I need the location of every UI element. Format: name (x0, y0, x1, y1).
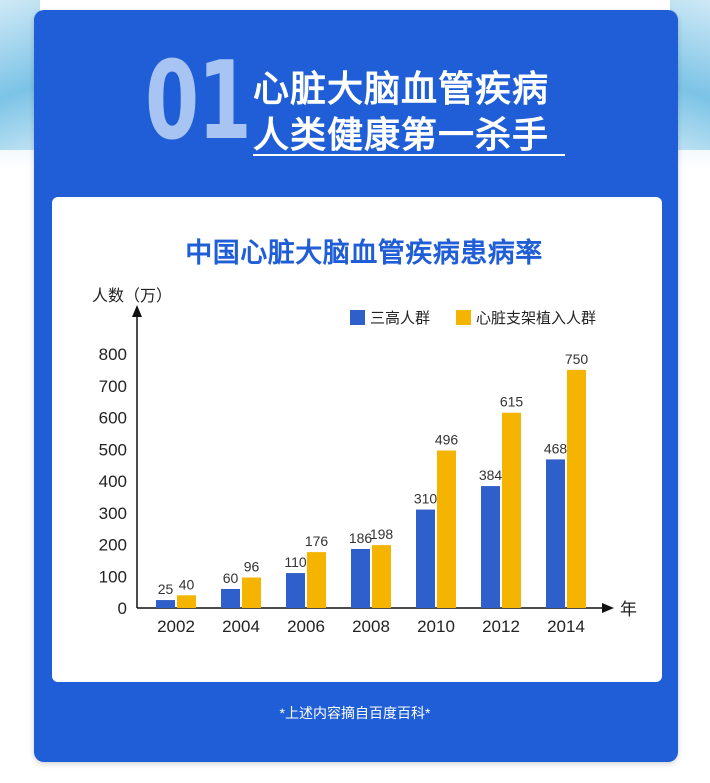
x-tick-label: 2006 (287, 617, 325, 636)
data-label-series-2: 40 (179, 576, 195, 592)
headline-line-2: 人类健康第一杀手 (253, 114, 550, 155)
bar-series-1 (156, 600, 175, 608)
bar-series-1 (416, 509, 435, 608)
section-number: 01 (145, 39, 252, 164)
headline-underline (253, 154, 565, 156)
bar-series-2 (177, 595, 196, 608)
bar-series-2 (502, 412, 521, 608)
x-tick-label: 2014 (547, 617, 585, 636)
y-tick-label: 700 (99, 377, 127, 396)
bar-series-2 (307, 552, 326, 608)
data-label-series-2: 96 (244, 559, 260, 575)
y-tick-label: 300 (99, 504, 127, 523)
bar-series-2 (242, 577, 261, 608)
y-tick-label: 0 (118, 599, 127, 618)
x-tick-label: 2004 (222, 617, 260, 636)
background-sky-left (0, 0, 40, 150)
x-tick-label: 2008 (352, 617, 390, 636)
source-footnote: *上述内容摘自百度百科* (279, 705, 431, 721)
data-label-series-1: 384 (479, 467, 503, 483)
data-label-series-1: 60 (223, 570, 239, 586)
data-label-series-1: 310 (414, 491, 438, 507)
x-axis-arrow-icon (602, 603, 614, 613)
x-tick-label: 2012 (482, 617, 520, 636)
data-label-series-2: 615 (500, 394, 524, 410)
data-label-series-2: 198 (370, 526, 394, 542)
y-tick-label: 400 (99, 472, 127, 491)
chart-card: 中国心脏大脑血管疾病患病率 人数（万） 年 0 100 200 300 400 500 600 7… (52, 197, 662, 682)
y-axis-label: 人数（万） (92, 287, 172, 305)
headline-line-1: 心脏大脑血管疾病 (253, 68, 550, 109)
legend-label-series-2: 心脏支架植入人群 (476, 310, 596, 327)
data-label-series-1: 186 (349, 530, 373, 546)
bar-series-2 (372, 545, 391, 608)
data-label-series-1: 468 (544, 440, 568, 456)
y-tick-label: 800 (99, 345, 127, 364)
y-axis-arrow-icon (132, 305, 142, 317)
x-tick-label: 2010 (417, 617, 455, 636)
bar-series-1 (481, 486, 500, 608)
legend-swatch-series-1 (350, 310, 365, 325)
bar-chart: 人数（万） 年 0 100 200 300 400 500 600 700 800 2002 25 40 2… (92, 287, 637, 636)
bar-series-2 (567, 369, 586, 608)
data-label-series-2: 496 (435, 432, 459, 448)
x-tick-label: 2002 (157, 617, 195, 636)
y-tick-label: 500 (99, 440, 127, 459)
bar-series-1 (286, 573, 305, 608)
y-tick-label: 600 (99, 409, 127, 428)
data-label-series-1: 110 (284, 554, 307, 570)
bar-series-1 (546, 459, 565, 608)
y-tick-label: 200 (99, 536, 127, 555)
bar-series-1 (351, 548, 370, 608)
data-label-series-2: 176 (305, 533, 329, 549)
legend-swatch-series-2 (456, 310, 471, 325)
bar-series-1 (221, 588, 240, 608)
bar-series-2 (437, 450, 456, 608)
data-label-series-2: 750 (565, 351, 589, 367)
chart-title: 中国心脏大脑血管疾病患病率 (185, 238, 543, 268)
y-tick-label: 100 (99, 567, 127, 586)
data-label-series-1: 25 (158, 581, 174, 597)
x-axis-label: 年 (620, 600, 637, 619)
legend-label-series-1: 三高人群 (370, 310, 430, 327)
